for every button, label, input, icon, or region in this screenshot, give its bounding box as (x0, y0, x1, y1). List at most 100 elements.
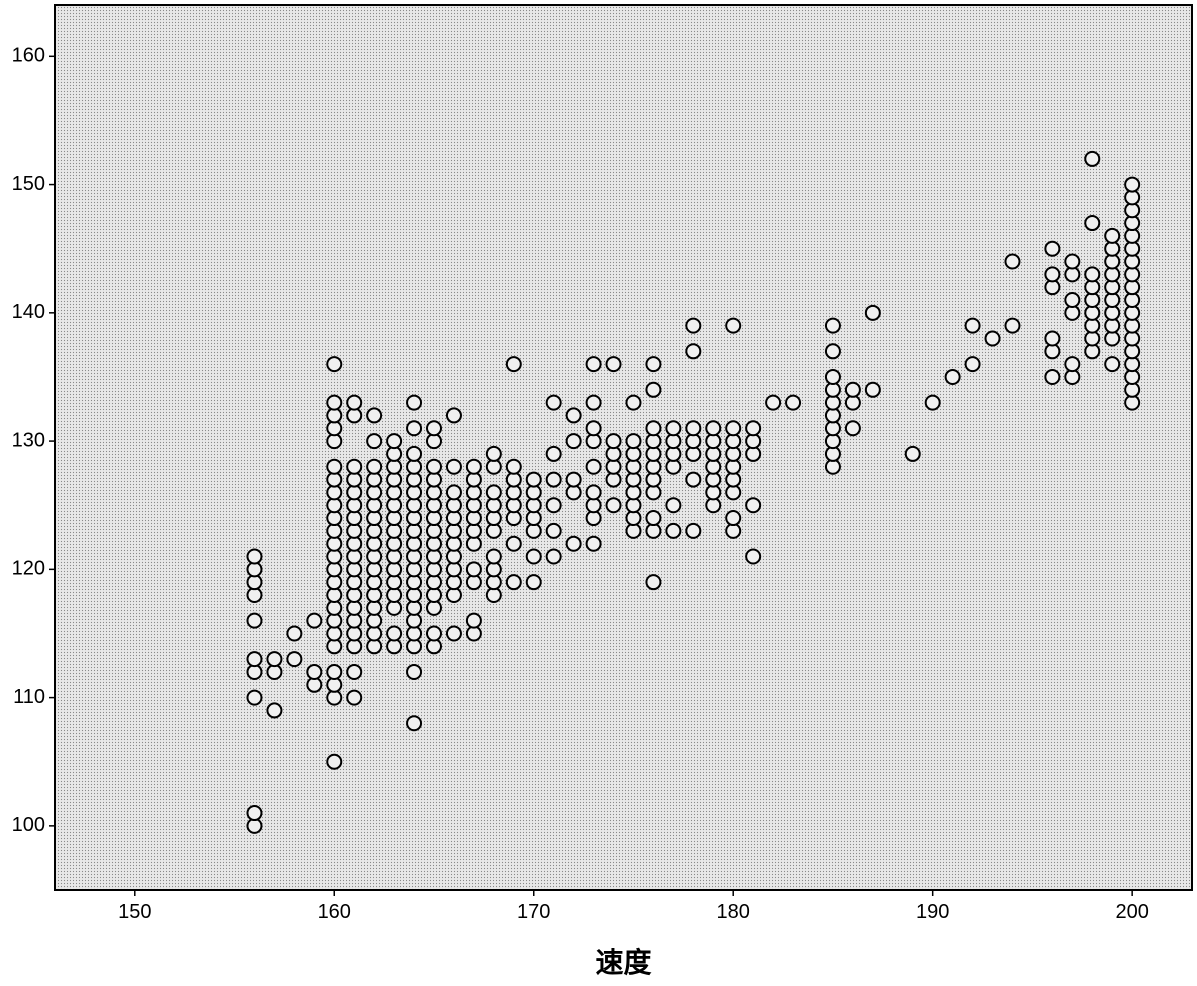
data-point (726, 421, 740, 435)
data-point (626, 396, 640, 410)
data-point (906, 447, 920, 461)
plot-area (55, 5, 1192, 890)
x-axis-label: 速度 (595, 947, 651, 978)
data-point (686, 473, 700, 487)
data-point (447, 460, 461, 474)
data-point (826, 344, 840, 358)
data-point (527, 473, 541, 487)
data-point (826, 370, 840, 384)
data-point (367, 460, 381, 474)
data-point (287, 626, 301, 640)
data-point (1005, 255, 1019, 269)
data-point (746, 421, 760, 435)
data-point (347, 396, 361, 410)
data-point (1045, 242, 1059, 256)
data-point (547, 498, 561, 512)
data-point (267, 703, 281, 717)
data-point (567, 408, 581, 422)
data-point (307, 614, 321, 628)
data-point (726, 511, 740, 525)
data-point (327, 460, 341, 474)
data-point (646, 511, 660, 525)
data-point (1005, 319, 1019, 333)
data-point (946, 370, 960, 384)
data-point (367, 434, 381, 448)
data-point (607, 498, 621, 512)
data-point (527, 575, 541, 589)
data-point (1065, 293, 1079, 307)
data-point (1045, 331, 1059, 345)
x-tick-label: 180 (717, 901, 750, 923)
data-point (746, 498, 760, 512)
data-point (866, 306, 880, 320)
data-point (826, 319, 840, 333)
x-tick-label: 190 (916, 901, 949, 923)
data-point (587, 357, 601, 371)
data-point (427, 626, 441, 640)
data-point (547, 550, 561, 564)
data-point (447, 485, 461, 499)
data-point (766, 396, 780, 410)
data-point (427, 421, 441, 435)
data-point (587, 537, 601, 551)
data-point (1085, 216, 1099, 230)
data-point (507, 357, 521, 371)
data-point (846, 383, 860, 397)
scatter-chart: 100110120130140150160150160170180190200速… (0, 0, 1197, 986)
data-point (1105, 357, 1119, 371)
chart-svg: 100110120130140150160150160170180190200速… (0, 0, 1197, 986)
data-point (447, 408, 461, 422)
data-point (846, 421, 860, 435)
data-point (467, 562, 481, 576)
y-tick-label: 140 (12, 301, 45, 323)
y-tick-label: 160 (12, 45, 45, 67)
data-point (307, 665, 321, 679)
data-point (587, 396, 601, 410)
data-point (666, 524, 680, 538)
data-point (666, 421, 680, 435)
data-point (926, 396, 940, 410)
data-point (327, 396, 341, 410)
data-point (507, 575, 521, 589)
y-tick-label: 110 (13, 686, 45, 708)
data-point (487, 447, 501, 461)
data-point (487, 550, 501, 564)
data-point (1085, 267, 1099, 281)
data-point (387, 434, 401, 448)
data-point (547, 524, 561, 538)
data-point (686, 344, 700, 358)
data-point (1065, 357, 1079, 371)
data-point (567, 434, 581, 448)
data-point (547, 473, 561, 487)
data-point (347, 691, 361, 705)
data-point (986, 331, 1000, 345)
data-point (1105, 229, 1119, 243)
data-point (547, 396, 561, 410)
y-tick-label: 150 (12, 173, 45, 195)
data-point (1045, 370, 1059, 384)
data-point (247, 652, 261, 666)
data-point (407, 396, 421, 410)
data-point (1045, 267, 1059, 281)
data-point (587, 485, 601, 499)
data-point (327, 665, 341, 679)
data-point (407, 447, 421, 461)
data-point (646, 357, 660, 371)
data-point (407, 665, 421, 679)
data-point (686, 319, 700, 333)
data-point (587, 421, 601, 435)
data-point (247, 614, 261, 628)
data-point (966, 357, 980, 371)
data-point (666, 498, 680, 512)
data-point (467, 614, 481, 628)
data-point (1125, 178, 1139, 192)
data-point (347, 460, 361, 474)
x-tick-label: 150 (118, 901, 151, 923)
data-point (347, 665, 361, 679)
data-point (646, 383, 660, 397)
data-point (407, 716, 421, 730)
data-point (247, 691, 261, 705)
data-point (726, 319, 740, 333)
data-point (247, 550, 261, 564)
data-point (1085, 152, 1099, 166)
